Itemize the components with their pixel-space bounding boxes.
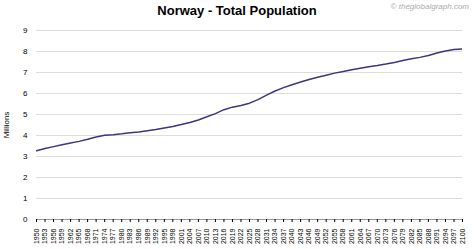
svg-text:2028: 2028 — [254, 228, 261, 244]
svg-text:2034: 2034 — [271, 228, 278, 244]
svg-text:2043: 2043 — [297, 228, 304, 244]
svg-text:2001: 2001 — [178, 228, 185, 244]
svg-text:1983: 1983 — [126, 228, 133, 244]
svg-text:2037: 2037 — [280, 228, 287, 244]
svg-text:2025: 2025 — [246, 228, 253, 244]
svg-text:2052: 2052 — [322, 228, 329, 244]
svg-text:2049: 2049 — [314, 228, 321, 244]
html-text:© theglobalgraph.com: © theglobalgraph.com — [390, 2, 469, 11]
svg-text:2007: 2007 — [195, 228, 202, 244]
svg-text:4: 4 — [23, 131, 28, 140]
svg-text:1956: 1956 — [50, 228, 57, 244]
svg-text:1950: 1950 — [33, 228, 40, 244]
svg-text:2016: 2016 — [220, 228, 227, 244]
svg-text:2070: 2070 — [374, 228, 381, 244]
svg-text:1974: 1974 — [101, 228, 108, 244]
svg-text:2091: 2091 — [433, 228, 440, 244]
svg-text:2082: 2082 — [408, 228, 415, 244]
svg-text:1962: 1962 — [67, 228, 74, 244]
svg-text:2085: 2085 — [416, 228, 423, 244]
svg-text:1971: 1971 — [92, 228, 99, 244]
svg-text:1980: 1980 — [118, 228, 125, 244]
svg-text:2004: 2004 — [186, 228, 193, 244]
html-text:Norway - Total Population: Norway - Total Population — [157, 3, 317, 18]
svg-text:1986: 1986 — [135, 228, 142, 244]
svg-text:5: 5 — [23, 110, 28, 119]
svg-text:2076: 2076 — [391, 228, 398, 244]
svg-text:1968: 1968 — [84, 228, 91, 244]
svg-text:1998: 1998 — [169, 228, 176, 244]
svg-text:1953: 1953 — [41, 228, 48, 244]
svg-text:2061: 2061 — [348, 228, 355, 244]
svg-text:2031: 2031 — [263, 228, 270, 244]
svg-text:2088: 2088 — [425, 228, 432, 244]
svg-text:Millions: Millions — [2, 112, 11, 139]
svg-text:1959: 1959 — [58, 228, 65, 244]
svg-text:8: 8 — [23, 47, 28, 56]
svg-text:2040: 2040 — [288, 228, 295, 244]
svg-text:2097: 2097 — [450, 228, 457, 244]
svg-text:0: 0 — [23, 215, 28, 224]
svg-text:2064: 2064 — [357, 228, 364, 244]
svg-text:2046: 2046 — [305, 228, 312, 244]
svg-text:1992: 1992 — [152, 228, 159, 244]
svg-text:3: 3 — [23, 152, 28, 161]
svg-text:1989: 1989 — [144, 228, 151, 244]
svg-text:2079: 2079 — [399, 228, 406, 244]
svg-text:2022: 2022 — [237, 228, 244, 244]
svg-text:2100: 2100 — [459, 228, 466, 244]
svg-text:2013: 2013 — [212, 228, 219, 244]
svg-text:7: 7 — [23, 68, 28, 77]
svg-text:2058: 2058 — [339, 228, 346, 244]
svg-text:2010: 2010 — [203, 228, 210, 244]
svg-text:2019: 2019 — [229, 228, 236, 244]
svg-text:2067: 2067 — [365, 228, 372, 244]
svg-text:6: 6 — [23, 89, 28, 98]
svg-text:2094: 2094 — [442, 228, 449, 244]
svg-text:1: 1 — [23, 194, 28, 203]
svg-text:1977: 1977 — [109, 228, 116, 244]
svg-text:2: 2 — [23, 173, 28, 182]
svg-text:2073: 2073 — [382, 228, 389, 244]
svg-text:1995: 1995 — [161, 228, 168, 244]
svg-text:1965: 1965 — [75, 228, 82, 244]
svg-text:2055: 2055 — [331, 228, 338, 244]
svg-text:9: 9 — [23, 26, 28, 35]
